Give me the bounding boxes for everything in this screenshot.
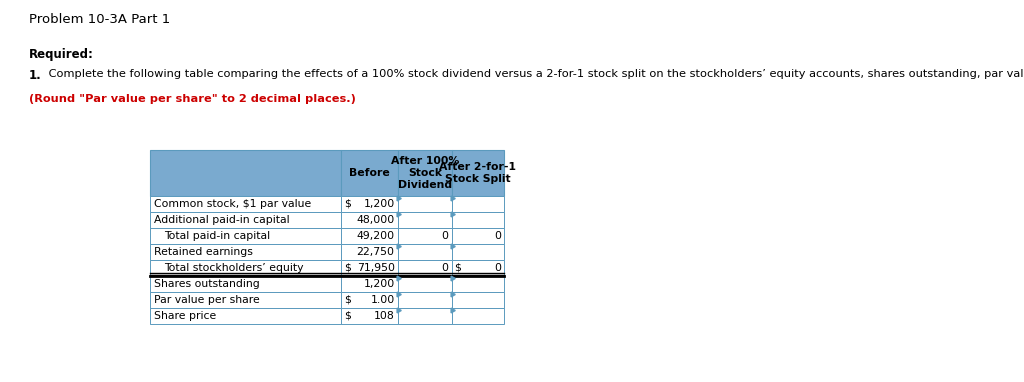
Bar [151,150,341,196]
Bar [452,150,504,196]
Bar [452,228,504,244]
Bar [452,212,504,228]
Text: Total paid-in capital: Total paid-in capital [165,231,270,241]
Text: 1,200: 1,200 [364,279,394,289]
Text: 71,950: 71,950 [356,263,394,273]
Text: $: $ [455,263,461,273]
Text: 0: 0 [494,263,501,273]
Text: Problem 10-3A Part 1: Problem 10-3A Part 1 [29,13,170,26]
Bar [341,228,397,244]
Bar [341,150,397,196]
Bar [397,244,452,260]
Bar [397,150,452,196]
Text: 49,200: 49,200 [356,231,394,241]
Bar [397,260,452,276]
Text: Before: Before [349,168,389,178]
Bar [452,292,504,308]
Text: 1.: 1. [29,69,41,82]
Bar [151,260,341,276]
Text: $: $ [344,295,351,305]
Text: 48,000: 48,000 [356,215,394,225]
Text: Shares outstanding: Shares outstanding [155,279,260,289]
Bar [341,212,397,228]
Text: Share price: Share price [155,311,216,321]
Bar [151,228,341,244]
Text: 0: 0 [441,263,449,273]
Text: (Round "Par value per share" to 2 decimal places.): (Round "Par value per share" to 2 decima… [29,94,355,104]
Bar [397,276,452,292]
Bar [151,212,341,228]
Text: Required:: Required: [29,48,93,61]
Bar [151,196,341,212]
Text: Par value per share: Par value per share [155,295,260,305]
Bar [341,276,397,292]
Bar [151,292,341,308]
Bar [151,308,341,324]
Bar [397,292,452,308]
Text: 0: 0 [441,231,449,241]
Text: Additional paid-in capital: Additional paid-in capital [155,215,290,225]
Text: Complete the following table comparing the effects of a 100% stock dividend vers: Complete the following table comparing t… [45,69,1024,79]
Bar [397,196,452,212]
Bar [397,308,452,324]
Bar [397,212,452,228]
Text: 108: 108 [374,311,394,321]
Bar [452,308,504,324]
Text: Common stock, $1 par value: Common stock, $1 par value [155,199,311,209]
Bar [452,276,504,292]
Text: Retained earnings: Retained earnings [155,247,253,257]
Text: After 100%
Stock
Dividend: After 100% Stock Dividend [390,157,459,189]
Bar [341,308,397,324]
Bar [341,244,397,260]
Bar [341,292,397,308]
Text: $: $ [344,263,351,273]
Text: $: $ [344,199,351,209]
Text: 1.00: 1.00 [371,295,394,305]
Bar [341,196,397,212]
Text: After 2-for-1
Stock Split: After 2-for-1 Stock Split [439,162,516,184]
Bar [452,196,504,212]
Bar [151,244,341,260]
Bar [151,276,341,292]
Text: 0: 0 [494,231,501,241]
Bar [452,244,504,260]
Text: $: $ [344,311,351,321]
Text: Total stockholders’ equity: Total stockholders’ equity [165,263,304,273]
Text: 1,200: 1,200 [364,199,394,209]
Bar [341,260,397,276]
Bar [452,260,504,276]
Bar [397,228,452,244]
Text: 22,750: 22,750 [356,247,394,257]
